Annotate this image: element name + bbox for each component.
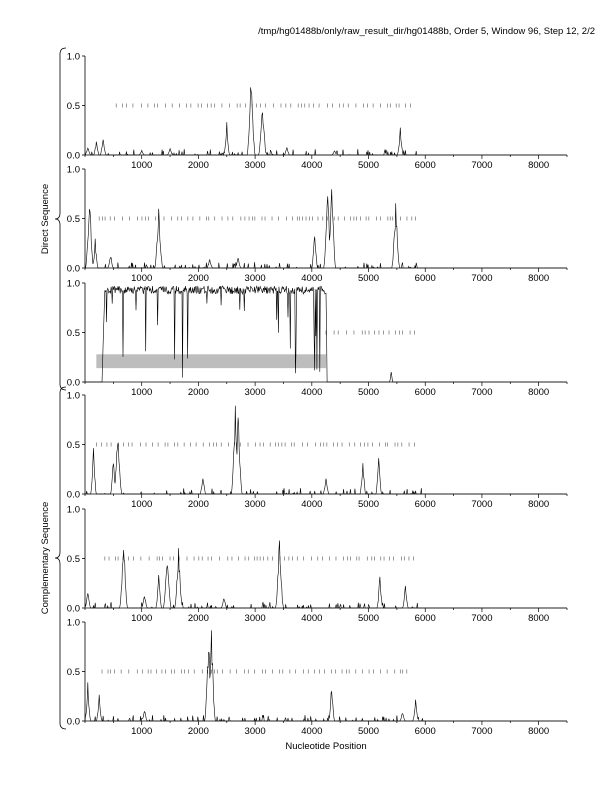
y-tick-label: 0.0 <box>67 604 80 615</box>
x-tick-label: 4000 <box>301 160 322 171</box>
group-brackets: Direct Sequence Complementary Sequence <box>40 47 67 730</box>
y-tick-label: 0.5 <box>67 440 80 451</box>
y-tick-label: 0.5 <box>67 554 80 565</box>
x-tick-label: 7000 <box>471 726 492 737</box>
x-tick-label: 7000 <box>471 273 492 284</box>
codon-ticks <box>98 216 416 221</box>
x-tick-label: 3000 <box>245 160 266 171</box>
group-bracket <box>54 47 67 391</box>
x-tick-label: 2000 <box>188 160 209 171</box>
x-tick-label: 1000 <box>131 273 152 284</box>
panel-frame-1: 0.0 0.5 1.0 1000 2000 3000 4000 5000 6000 7000 800… <box>67 52 568 171</box>
series-line <box>84 87 567 157</box>
x-tick-label: 8000 <box>528 160 549 171</box>
x-tick-label: 8000 <box>528 387 549 398</box>
x-tick-label: 7000 <box>471 613 492 624</box>
y-tick-label: 1.0 <box>67 165 80 176</box>
x-tick-label: 2000 <box>188 726 209 737</box>
codon-ticks <box>101 669 408 674</box>
x-tick-label: 5000 <box>358 613 379 624</box>
y-tick-label: 1.0 <box>67 505 80 516</box>
x-tick-label: 5000 <box>358 160 379 171</box>
x-tick-label: 1000 <box>131 387 152 398</box>
x-tick-label: 3000 <box>245 613 266 624</box>
x-tick-label: 1000 <box>131 160 152 171</box>
panels: 0.0 0.5 1.0 1000 2000 3000 4000 5000 6000 7000 800… <box>67 52 568 737</box>
x-tick-label: 8000 <box>528 499 549 510</box>
panel-frame-5: 0.0 0.5 1.0 1000 2000 3000 4000 5000 6000 7000 800… <box>67 505 568 624</box>
x-tick-label: 6000 <box>415 613 436 624</box>
series-line <box>84 630 567 722</box>
y-tick-label: 1.0 <box>67 279 80 290</box>
x-tick-label: 1000 <box>131 499 152 510</box>
codon-ticks <box>96 442 415 447</box>
x-tick-label: 2000 <box>188 613 209 624</box>
x-tick-label: 1000 <box>131 613 152 624</box>
x-tick-label: 2000 <box>188 499 209 510</box>
x-tick-label: 5000 <box>358 499 379 510</box>
group-label: Complementary Sequence <box>40 502 51 614</box>
x-tick-label: 1000 <box>131 726 152 737</box>
y-tick-label: 0.5 <box>67 667 80 678</box>
x-tick-label: 8000 <box>528 613 549 624</box>
series-line <box>85 405 567 496</box>
x-tick-label: 7000 <box>471 387 492 398</box>
x-tick-label: 5000 <box>358 273 379 284</box>
group-label: Direct Sequence <box>40 184 51 254</box>
x-tick-label: 4000 <box>301 613 322 624</box>
x-tick-label: 8000 <box>528 726 549 737</box>
x-tick-label: 6000 <box>415 273 436 284</box>
y-tick-label: 0.0 <box>67 264 80 275</box>
series-line <box>84 540 567 610</box>
y-tick-label: 1.0 <box>67 618 80 629</box>
y-tick-label: 1.0 <box>67 391 80 402</box>
x-tick-label: 3000 <box>245 273 266 284</box>
x-axis-label: Nucleotide Position <box>285 741 366 752</box>
group-bracket <box>54 386 67 730</box>
x-tick-label: 6000 <box>415 726 436 737</box>
x-tick-label: 4000 <box>301 273 322 284</box>
y-tick-label: 0.0 <box>67 490 80 501</box>
x-tick-label: 4000 <box>301 499 322 510</box>
x-tick-label: 3000 <box>245 387 266 398</box>
orf-band <box>96 354 326 369</box>
x-tick-label: 2000 <box>188 387 209 398</box>
panel-frame-4: 0.0 0.5 1.0 1000 2000 3000 4000 5000 6000 7000 800… <box>67 391 568 510</box>
chart-title: /tmp/hg01488b/only/raw_result_dir/hg0148… <box>258 26 595 37</box>
x-tick-label: 5000 <box>358 387 379 398</box>
codon-ticks <box>325 330 415 335</box>
y-tick-label: 0.5 <box>67 101 80 112</box>
x-tick-label: 3000 <box>245 499 266 510</box>
x-tick-label: 7000 <box>471 499 492 510</box>
panel-frame-6: 0.0 0.5 1.0 1000 2000 3000 4000 5000 6000 7000 800… <box>67 618 568 737</box>
x-tick-label: 4000 <box>301 387 322 398</box>
x-tick-label: 3000 <box>245 726 266 737</box>
y-tick-label: 0.5 <box>67 328 80 339</box>
y-tick-label: 0.5 <box>67 214 80 225</box>
x-tick-label: 8000 <box>528 273 549 284</box>
codon-ticks <box>104 556 414 561</box>
y-tick-label: 1.0 <box>67 52 80 63</box>
series-line <box>85 189 567 269</box>
panel-frame-3: 0.0 0.5 1.0 1000 2000 3000 4000 5000 6000 7000 800… <box>67 279 568 398</box>
y-tick-label: 0.0 <box>67 378 80 389</box>
codon-ticks <box>115 103 411 108</box>
y-tick-label: 0.0 <box>67 151 80 162</box>
x-tick-label: 7000 <box>471 160 492 171</box>
x-tick-label: 2000 <box>188 273 209 284</box>
x-tick-label: 5000 <box>358 726 379 737</box>
panel-frame-2: 0.0 0.5 1.0 1000 2000 3000 4000 5000 6000 7000 800… <box>67 165 568 284</box>
x-tick-label: 6000 <box>415 499 436 510</box>
x-tick-label: 6000 <box>415 160 436 171</box>
y-tick-label: 0.0 <box>67 717 80 728</box>
x-tick-label: 4000 <box>301 726 322 737</box>
x-tick-label: 6000 <box>415 387 436 398</box>
